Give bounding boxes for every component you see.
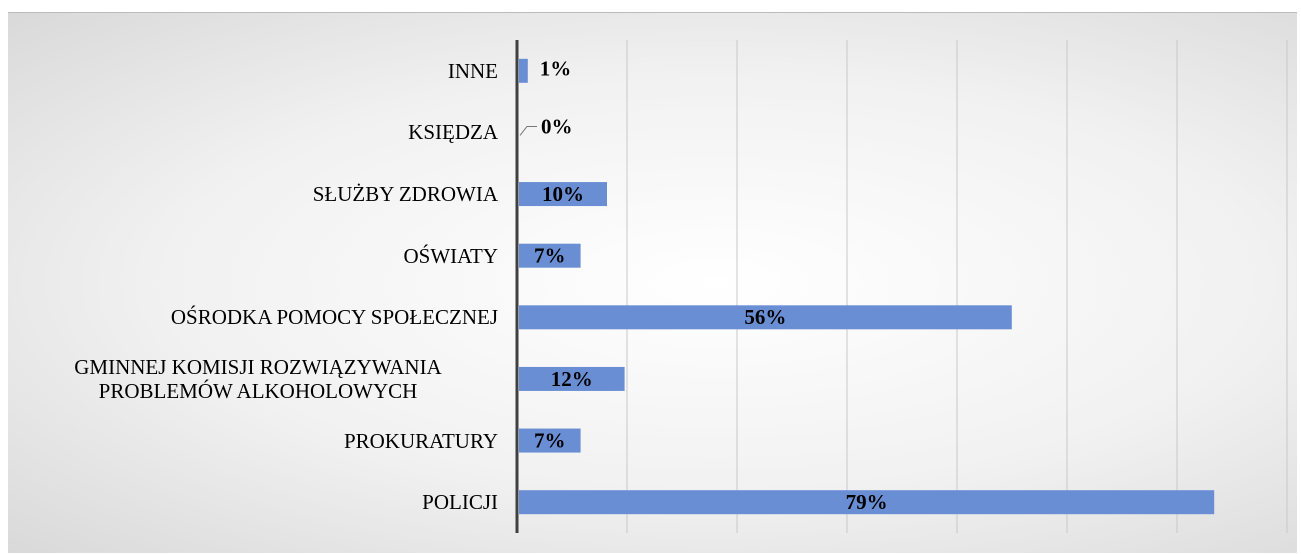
data-label: 79% [846,490,888,514]
y-tick-label: OŚRODKA POMOCY SPOŁECZNEJ [170,305,498,330]
bar [519,182,607,207]
bar [519,243,581,268]
data-label: 7% [534,244,566,268]
y-tick-label: SŁUŻBY ZDROWIA [312,182,498,207]
data-label: 12% [551,367,593,391]
y-tick-label: PROKURATURY [343,428,498,453]
data-label: 1% [540,57,572,81]
data-label: 56% [744,305,786,329]
data-label: 0% [541,114,573,138]
bar [519,366,625,391]
y-tick-label: KSIĘDZA [408,120,498,145]
y-tick-label: GMINNEJ KOMISJI ROZWIĄZYWANIA PROBLEMÓW … [74,354,442,403]
bar [519,428,581,453]
chart-area [8,12,1297,553]
bar [519,305,1012,330]
leader-line [519,125,537,136]
y-tick-label: INNE [447,58,498,83]
y-tick-label: OŚWIATY [403,243,499,268]
data-label: 7% [534,428,566,452]
data-label: 10% [542,182,584,206]
y-tick-label: POLICJI [422,490,498,515]
bar [519,490,1215,515]
bar [519,58,528,83]
